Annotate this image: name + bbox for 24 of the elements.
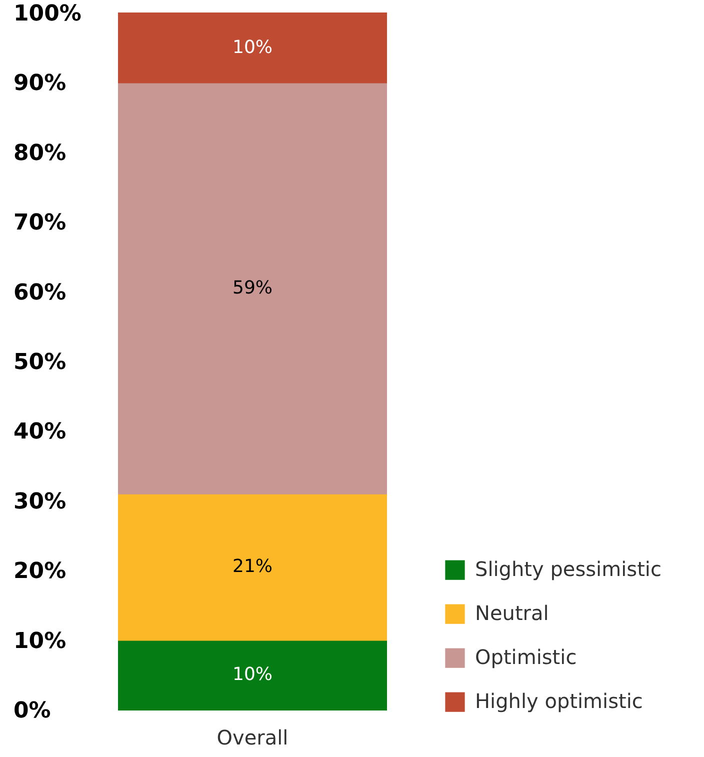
data-label: 59% <box>232 277 273 298</box>
x-tick-label: Overall <box>216 726 288 750</box>
y-tick-label: 60% <box>14 280 66 306</box>
y-tick-label: 80% <box>14 140 66 166</box>
bar <box>118 640 387 710</box>
y-tick-label: 100% <box>14 2 82 26</box>
y-tick-label: 10% <box>14 628 66 654</box>
data-label: 10% <box>232 36 273 58</box>
bar <box>118 12 387 84</box>
y-tick-label: 90% <box>14 71 66 96</box>
bar <box>118 82 387 494</box>
y-tick-label: 20% <box>14 559 66 584</box>
legend-label: Highly optimistic <box>475 689 643 713</box>
legend-label: Optimistic <box>475 645 577 669</box>
y-tick-label: 50% <box>14 350 66 375</box>
legend-label: Neutral <box>475 601 549 625</box>
y-tick-label: 0% <box>14 698 51 724</box>
legend-label: Slighty pessimistic <box>475 557 662 581</box>
y-tick-label: 40% <box>14 420 66 445</box>
data-label: 10% <box>232 664 273 686</box>
bar <box>118 493 387 641</box>
y-tick-label: 30% <box>14 489 66 514</box>
y-tick-label: 70% <box>14 210 66 236</box>
data-label: 21% <box>232 556 273 578</box>
